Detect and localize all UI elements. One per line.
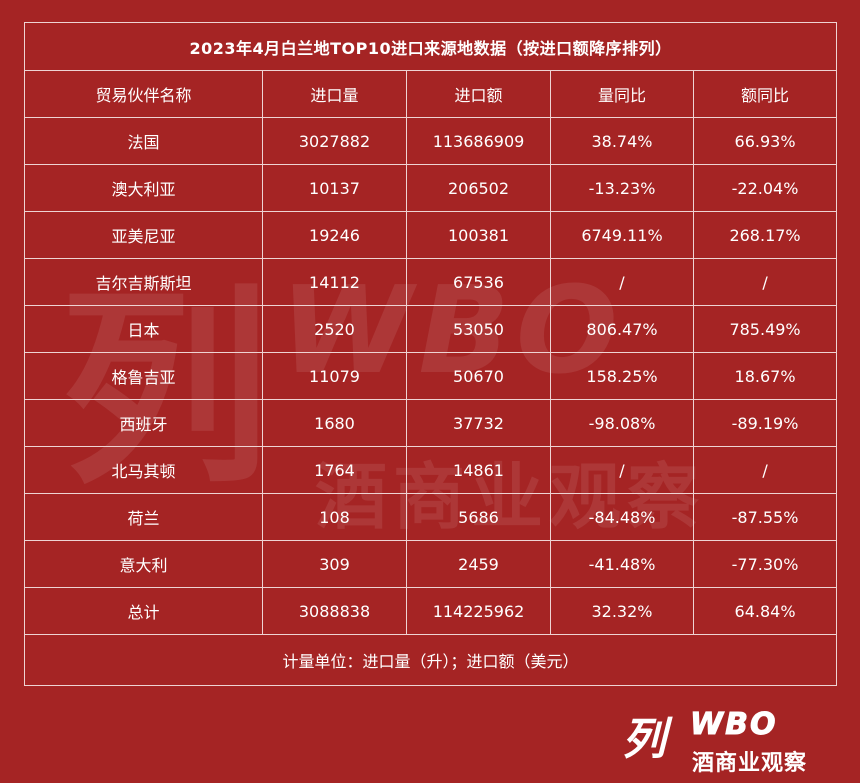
cell-partner: 荷兰 (24, 493, 263, 541)
cell-volume-yoy: / (550, 446, 694, 494)
cell-volume-yoy: 158.25% (550, 352, 694, 400)
cell-partner: 亚美尼亚 (24, 211, 263, 259)
cell-volume: 309 (262, 540, 407, 588)
cell-volume: 10137 (262, 164, 407, 212)
header-row: 贸易伙伴名称 进口量 进口额 量同比 额同比 (24, 70, 838, 118)
cell-volume: 19246 (262, 211, 407, 259)
cell-volume: 1680 (262, 399, 407, 447)
table-title: 2023年4月白兰地TOP10进口来源地数据（按进口额降序排列） (23, 22, 838, 71)
table-row: 意大利 309 2459 -41.48% -77.30% (24, 540, 838, 588)
cell-value: 5686 (406, 493, 551, 541)
cell-volume: 108 (262, 493, 407, 541)
header-volume: 进口量 (262, 70, 407, 118)
cell-value-yoy: -77.30% (692, 540, 838, 588)
brand-logo-latin: WBO (689, 707, 778, 743)
header-value-yoy: 额同比 (692, 70, 838, 118)
brand-logo-script: 列 (622, 714, 666, 765)
table-row: 荷兰 108 5686 -84.48% -87.55% (24, 493, 838, 541)
table-row: 日本 2520 53050 806.47% 785.49% (24, 305, 838, 353)
cell-value: 2459 (406, 540, 551, 588)
brand-logo: 列 WBO 酒商业观察 (622, 703, 832, 777)
cell-volume: 1764 (262, 446, 407, 494)
cell-partner: 意大利 (24, 540, 263, 588)
total-row: 总计 3088838 114225962 32.32% 64.84% (24, 587, 838, 635)
cell-value-yoy: 785.49% (692, 305, 838, 353)
cell-volume-yoy: 6749.11% (550, 211, 694, 259)
cell-volume-yoy: -98.08% (550, 399, 694, 447)
cell-value-yoy: -89.19% (692, 399, 838, 447)
cell-partner: 吉尔吉斯斯坦 (24, 258, 263, 306)
cell-partner: 北马其顿 (24, 446, 263, 494)
cell-partner: 法国 (24, 117, 263, 165)
cell-partner: 日本 (24, 305, 263, 353)
cell-volume: 11079 (262, 352, 407, 400)
cell-volume-yoy: -41.48% (550, 540, 694, 588)
import-data-table: 2023年4月白兰地TOP10进口来源地数据（按进口额降序排列） 贸易伙伴名称 … (23, 22, 838, 686)
header-volume-yoy: 量同比 (550, 70, 694, 118)
cell-value-yoy: / (692, 446, 838, 494)
cell-value: 14861 (406, 446, 551, 494)
cell-volume-yoy: 32.32% (550, 587, 694, 635)
cell-volume: 2520 (262, 305, 407, 353)
table-row: 法国 3027882 113686909 38.74% 66.93% (24, 117, 838, 165)
cell-value: 114225962 (406, 587, 551, 635)
table-row: 西班牙 1680 37732 -98.08% -89.19% (24, 399, 838, 447)
cell-value-yoy: / (692, 258, 838, 306)
cell-volume: 14112 (262, 258, 407, 306)
header-value: 进口额 (406, 70, 551, 118)
cell-partner: 格鲁吉亚 (24, 352, 263, 400)
header-partner: 贸易伙伴名称 (24, 70, 263, 118)
cell-value: 100381 (406, 211, 551, 259)
unit-note: 计量单位：进口量（升）；进口额（美元） (23, 634, 838, 686)
cell-volume-yoy: 806.47% (550, 305, 694, 353)
table-row: 北马其顿 1764 14861 / / (24, 446, 838, 494)
cell-value-yoy: 66.93% (692, 117, 838, 165)
cell-partner: 西班牙 (24, 399, 263, 447)
cell-value: 113686909 (406, 117, 551, 165)
cell-value: 206502 (406, 164, 551, 212)
cell-volume: 3027882 (262, 117, 407, 165)
cell-volume-yoy: / (550, 258, 694, 306)
cell-volume-yoy: -13.23% (550, 164, 694, 212)
cell-partner: 总计 (24, 587, 263, 635)
cell-volume: 3088838 (262, 587, 407, 635)
table-row: 澳大利亚 10137 206502 -13.23% -22.04% (24, 164, 838, 212)
cell-value: 67536 (406, 258, 551, 306)
cell-value-yoy: 18.67% (692, 352, 838, 400)
table-row: 格鲁吉亚 11079 50670 158.25% 18.67% (24, 352, 838, 400)
cell-value-yoy: 64.84% (692, 587, 838, 635)
cell-value-yoy: -87.55% (692, 493, 838, 541)
cell-value: 50670 (406, 352, 551, 400)
cell-value-yoy: 268.17% (692, 211, 838, 259)
cell-partner: 澳大利亚 (24, 164, 263, 212)
cell-volume-yoy: 38.74% (550, 117, 694, 165)
cell-value-yoy: -22.04% (692, 164, 838, 212)
table-row: 亚美尼亚 19246 100381 6749.11% 268.17% (24, 211, 838, 259)
cell-value: 53050 (406, 305, 551, 353)
cell-value: 37732 (406, 399, 551, 447)
table-row: 吉尔吉斯斯坦 14112 67536 / / (24, 258, 838, 306)
brand-logo-subtitle: 酒商业观察 (692, 751, 808, 776)
cell-volume-yoy: -84.48% (550, 493, 694, 541)
